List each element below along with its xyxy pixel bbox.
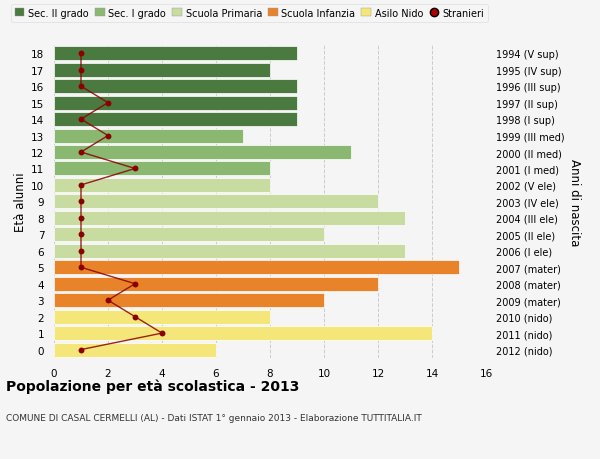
- Bar: [54, 326, 432, 341]
- Bar: [54, 162, 270, 176]
- Bar: [54, 195, 378, 209]
- Bar: [54, 294, 324, 308]
- Point: [76, 198, 86, 206]
- Point: [76, 83, 86, 90]
- Point: [76, 247, 86, 255]
- Bar: [54, 146, 351, 160]
- Bar: [54, 96, 297, 110]
- Point: [157, 330, 167, 337]
- Point: [130, 165, 140, 173]
- Text: COMUNE DI CASAL CERMELLI (AL) - Dati ISTAT 1° gennaio 2013 - Elaborazione TUTTIT: COMUNE DI CASAL CERMELLI (AL) - Dati IST…: [6, 413, 422, 422]
- Point: [76, 67, 86, 74]
- Point: [76, 149, 86, 157]
- Point: [76, 215, 86, 222]
- Point: [76, 264, 86, 271]
- Y-axis label: Anni di nascita: Anni di nascita: [568, 158, 581, 246]
- Bar: [54, 129, 243, 143]
- Bar: [54, 113, 297, 127]
- Y-axis label: Età alunni: Età alunni: [14, 172, 27, 232]
- Bar: [54, 277, 378, 291]
- Bar: [54, 47, 297, 61]
- Text: Popolazione per età scolastica - 2013: Popolazione per età scolastica - 2013: [6, 379, 299, 393]
- Bar: [54, 63, 270, 78]
- Point: [76, 116, 86, 123]
- Point: [76, 231, 86, 239]
- Point: [76, 182, 86, 189]
- Bar: [54, 228, 324, 242]
- Point: [130, 313, 140, 321]
- Point: [103, 100, 113, 107]
- Bar: [54, 179, 270, 192]
- Bar: [54, 343, 216, 357]
- Bar: [54, 261, 459, 274]
- Point: [76, 50, 86, 58]
- Bar: [54, 244, 405, 258]
- Point: [103, 133, 113, 140]
- Point: [103, 297, 113, 304]
- Point: [76, 346, 86, 353]
- Bar: [54, 212, 405, 225]
- Bar: [54, 310, 270, 324]
- Bar: [54, 80, 297, 94]
- Point: [130, 280, 140, 288]
- Legend: Sec. II grado, Sec. I grado, Scuola Primaria, Scuola Infanzia, Asilo Nido, Stran: Sec. II grado, Sec. I grado, Scuola Prim…: [11, 5, 488, 22]
